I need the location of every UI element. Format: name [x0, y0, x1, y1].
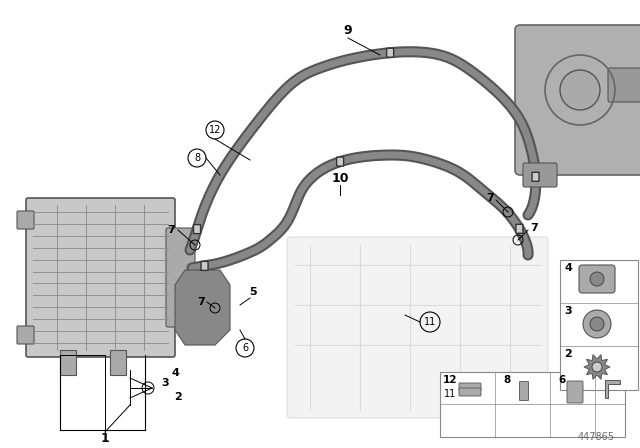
FancyBboxPatch shape [201, 261, 208, 271]
FancyBboxPatch shape [387, 48, 394, 57]
FancyBboxPatch shape [459, 383, 481, 391]
Polygon shape [605, 380, 620, 398]
Text: 2: 2 [564, 349, 572, 359]
FancyBboxPatch shape [26, 198, 175, 357]
Circle shape [590, 272, 604, 286]
Text: 6: 6 [558, 375, 566, 385]
Text: 4: 4 [171, 368, 179, 378]
Text: 3: 3 [161, 378, 169, 388]
FancyBboxPatch shape [459, 388, 481, 396]
Text: 11: 11 [424, 317, 436, 327]
Circle shape [583, 310, 611, 338]
Text: 7: 7 [167, 225, 175, 235]
FancyBboxPatch shape [532, 172, 539, 181]
Text: 4: 4 [564, 263, 572, 273]
Text: 9: 9 [344, 23, 352, 36]
FancyBboxPatch shape [110, 350, 126, 375]
FancyBboxPatch shape [516, 224, 523, 233]
FancyBboxPatch shape [520, 382, 529, 401]
FancyBboxPatch shape [579, 265, 615, 293]
Circle shape [592, 362, 602, 372]
Polygon shape [175, 270, 230, 345]
Text: 3: 3 [564, 306, 572, 316]
Text: 7: 7 [530, 223, 538, 233]
FancyBboxPatch shape [567, 381, 583, 403]
FancyBboxPatch shape [515, 25, 640, 175]
Text: 7: 7 [486, 193, 494, 203]
Text: 10: 10 [332, 172, 349, 185]
Text: 8: 8 [194, 153, 200, 163]
FancyBboxPatch shape [523, 163, 557, 187]
Text: 6: 6 [242, 343, 248, 353]
Text: 12: 12 [209, 125, 221, 135]
FancyBboxPatch shape [608, 68, 640, 102]
FancyBboxPatch shape [193, 224, 200, 233]
Text: 8: 8 [504, 375, 511, 385]
Polygon shape [584, 355, 610, 379]
FancyBboxPatch shape [337, 157, 344, 166]
Circle shape [560, 70, 600, 110]
FancyBboxPatch shape [166, 228, 195, 327]
Text: 5: 5 [249, 287, 257, 297]
FancyBboxPatch shape [60, 350, 76, 375]
Text: 12: 12 [443, 375, 457, 385]
FancyBboxPatch shape [17, 326, 34, 344]
Bar [440, 372, 625, 437]
FancyBboxPatch shape [17, 211, 34, 229]
Text: 2: 2 [174, 392, 182, 402]
Text: 1: 1 [100, 431, 109, 444]
Circle shape [590, 317, 604, 331]
FancyBboxPatch shape [287, 237, 548, 418]
Text: 11: 11 [444, 389, 456, 399]
Bar [560, 260, 638, 390]
Text: 7: 7 [197, 297, 205, 307]
Text: 447865: 447865 [578, 432, 615, 442]
